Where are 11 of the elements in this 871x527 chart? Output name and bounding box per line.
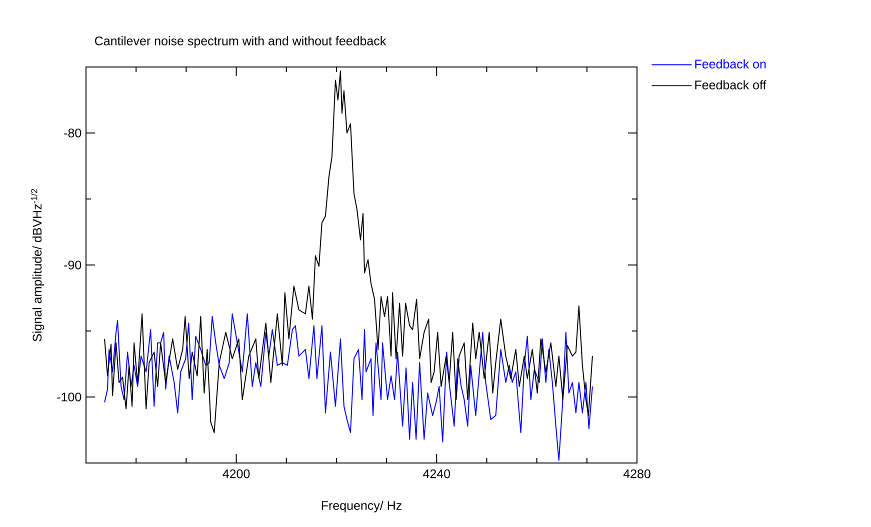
x-axis-title: Frequency/ Hz bbox=[322, 500, 402, 512]
x-tick-label: 4240 bbox=[423, 469, 450, 478]
legend-label: Feedback off bbox=[695, 80, 766, 90]
y-tick-label: -100 bbox=[57, 392, 82, 402]
y-axis-title: Signal amplitude/ dBVHz$^{-1/2}$ bbox=[30, 189, 44, 342]
y-tick-label: -90 bbox=[64, 260, 82, 270]
x-tick-label: 4200 bbox=[222, 469, 250, 478]
x-tick-label: 4280 bbox=[623, 469, 650, 478]
y-tick-label: -80 bbox=[64, 128, 82, 138]
legend-label: Feedback on bbox=[695, 59, 766, 68]
chart-title: Cantilever noise spectrum with and without feedback bbox=[95, 36, 386, 48]
